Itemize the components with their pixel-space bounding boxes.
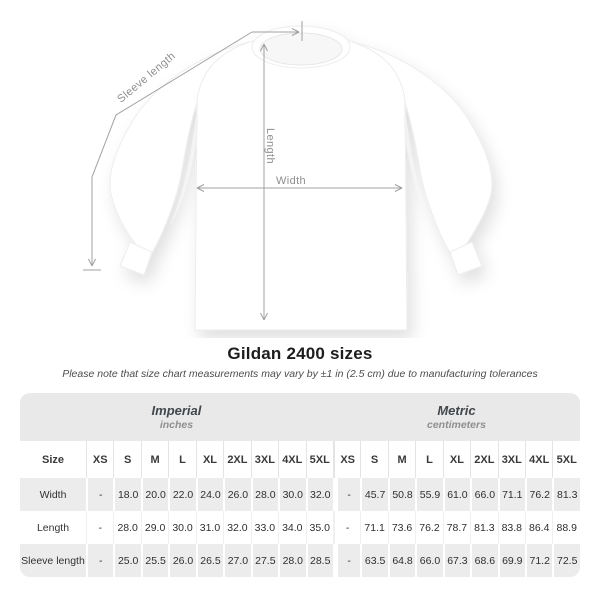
size-col-imperial-3xl: 3XL xyxy=(250,441,279,478)
metric-value-cell: 81.3 xyxy=(552,478,580,511)
imperial-sublabel: inches xyxy=(159,419,194,432)
imperial-value-cell: 31.0 xyxy=(195,511,224,544)
imperial-value-cell: 27.0 xyxy=(223,544,251,577)
metric-value-cell: 83.8 xyxy=(497,511,525,544)
metric-value-cell: 55.9 xyxy=(415,478,443,511)
metric-value-cell: 66.0 xyxy=(415,544,443,577)
metric-value-cell: 88.9 xyxy=(552,511,580,544)
row-label: Width xyxy=(20,478,86,511)
imperial-value-cell: 20.0 xyxy=(140,478,169,511)
metric-value-cell: 66.0 xyxy=(470,478,498,511)
imperial-value-cell: - xyxy=(86,511,114,544)
size-col-metric-l: L xyxy=(415,441,443,478)
tolerance-note: Please note that size chart measurements… xyxy=(62,368,538,380)
imperial-value-cell: 34.0 xyxy=(278,511,306,544)
size-col-imperial-xs: XS xyxy=(86,441,114,478)
metric-value-cell: 71.1 xyxy=(497,478,525,511)
metric-value-cell: 78.7 xyxy=(442,511,471,544)
row-label: Sleeve length xyxy=(20,544,86,577)
imperial-label: Imperial xyxy=(151,402,202,418)
size-col-metric-s: S xyxy=(360,441,388,478)
imperial-value-cell: 32.0 xyxy=(305,478,333,511)
size-col-imperial-4xl: 4XL xyxy=(278,441,306,478)
size-col-metric-3xl: 3XL xyxy=(497,441,525,478)
imperial-value-cell: 32.0 xyxy=(223,511,251,544)
size-col-metric-2xl: 2XL xyxy=(470,441,498,478)
size-col-metric-xl: XL xyxy=(442,441,471,478)
size-table-body: Imperial inches Metric centimeters Size … xyxy=(20,393,580,577)
size-col-imperial-xl: XL xyxy=(195,441,224,478)
size-col-imperial-5xl: 5XL xyxy=(305,441,333,478)
imperial-value-cell: 30.0 xyxy=(168,511,196,544)
size-col-metric-xs: XS xyxy=(332,441,361,478)
imperial-value-cell: 33.0 xyxy=(250,511,279,544)
imperial-value-cell: 28.0 xyxy=(250,478,279,511)
size-header-row: Size XS S M L XL 2XL 3XL 4XL 5XL XS S M L XL 2XL 3XL 4XL… xyxy=(20,441,580,478)
metric-value-cell: - xyxy=(332,478,361,511)
metric-value-cell: 50.8 xyxy=(387,478,416,511)
size-col-imperial-2xl: 2XL xyxy=(223,441,251,478)
size-col-metric-m: M xyxy=(387,441,416,478)
metric-label: Metric xyxy=(437,402,476,418)
shirt-illustration xyxy=(109,25,493,331)
size-col-metric-4xl: 4XL xyxy=(525,441,553,478)
imperial-value-cell: 30.0 xyxy=(278,478,306,511)
metric-value-cell: 68.6 xyxy=(470,544,498,577)
metric-value-cell: - xyxy=(332,544,361,577)
imperial-value-cell: - xyxy=(86,478,114,511)
metric-value-cell: 72.5 xyxy=(552,544,580,577)
imperial-value-cell: 25.5 xyxy=(140,544,169,577)
measurement-row-width: Width -18.0 20.0 22.0 24.0 26.0 28.0 30.0 32.0-4… xyxy=(20,478,580,511)
imperial-value-cell: 18.0 xyxy=(113,478,141,511)
size-table: Imperial inches Metric centimeters Size … xyxy=(20,393,580,577)
imperial-value-cell: 35.0 xyxy=(305,511,333,544)
measurement-row-length: Length -28.0 29.0 30.0 31.0 32.0 33.0 34.0 35.0-… xyxy=(20,511,580,544)
imperial-value-cell: 29.0 xyxy=(140,511,169,544)
imperial-value-cell: - xyxy=(86,544,114,577)
imperial-value-cell: 25.0 xyxy=(113,544,141,577)
metric-value-cell: 71.1 xyxy=(360,511,388,544)
width-measure: Width xyxy=(196,175,403,192)
imperial-value-cell: 28.5 xyxy=(305,544,333,577)
metric-value-cell: 73.6 xyxy=(387,511,416,544)
metric-value-cell: 76.2 xyxy=(415,511,443,544)
imperial-value-cell: 22.0 xyxy=(168,478,196,511)
metric-value-cell: 76.2 xyxy=(525,478,553,511)
width-label: Width xyxy=(276,175,306,187)
metric-value-cell: 86.4 xyxy=(525,511,553,544)
imperial-value-cell: 26.5 xyxy=(195,544,224,577)
metric-value-cell: 63.5 xyxy=(360,544,388,577)
metric-header: Metric centimeters xyxy=(332,393,580,441)
metric-value-cell: 61.0 xyxy=(442,478,471,511)
size-col-metric-5xl: 5XL xyxy=(552,441,580,478)
imperial-value-cell: 24.0 xyxy=(195,478,224,511)
metric-value-cell: 64.8 xyxy=(387,544,416,577)
size-col-imperial-s: S xyxy=(113,441,141,478)
unit-header-row: Imperial inches Metric centimeters xyxy=(20,393,580,441)
imperial-value-cell: 26.0 xyxy=(168,544,196,577)
imperial-value-cell: 27.5 xyxy=(250,544,279,577)
imperial-value-cell: 28.0 xyxy=(113,511,141,544)
page-title: Gildan 2400 sizes xyxy=(227,344,373,363)
imperial-value-cell: 28.0 xyxy=(278,544,306,577)
length-measure: Length xyxy=(260,43,276,321)
metric-value-cell: 81.3 xyxy=(470,511,498,544)
length-label: Length xyxy=(264,128,276,164)
metric-value-cell: 45.7 xyxy=(360,478,388,511)
metric-value-cell: - xyxy=(332,511,361,544)
metric-sublabel: centimeters xyxy=(426,419,486,432)
shirt-diagram: Sleeve length Length Width xyxy=(83,21,493,331)
measurement-row-sleeve-length: Sleeve length -25.0 25.5 26.0 26.5 27.0 27.5 28… xyxy=(20,544,580,577)
size-table-container: Imperial inches Metric centimeters Size … xyxy=(20,393,580,577)
metric-value-cell: 67.3 xyxy=(442,544,471,577)
metric-value-cell: 69.9 xyxy=(497,544,525,577)
imperial-header: Imperial inches xyxy=(20,393,333,441)
size-col-imperial-m: M xyxy=(140,441,169,478)
row-label: Length xyxy=(20,511,86,544)
imperial-value-cell: 26.0 xyxy=(223,478,251,511)
size-col-imperial-l: L xyxy=(168,441,196,478)
metric-value-cell: 71.2 xyxy=(525,544,553,577)
size-header-cell: Size xyxy=(20,441,86,478)
